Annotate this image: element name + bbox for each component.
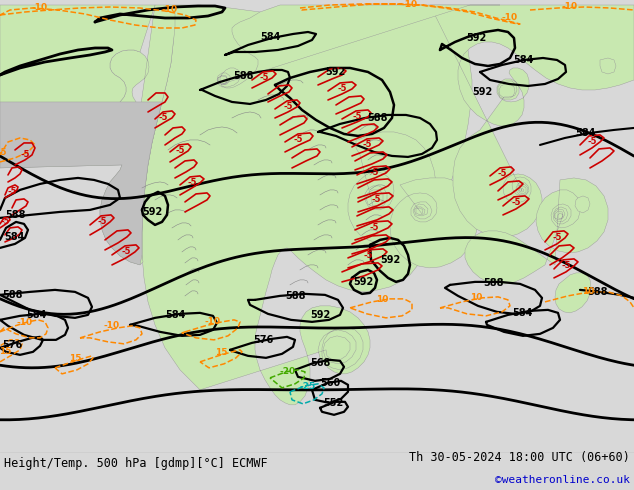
Text: 576: 576: [2, 340, 22, 350]
Text: -10: -10: [162, 5, 178, 15]
Text: 15: 15: [0, 347, 11, 356]
Polygon shape: [575, 196, 590, 213]
Text: 592: 592: [380, 255, 400, 265]
Polygon shape: [0, 102, 162, 265]
Text: ©weatheronline.co.uk: ©weatheronline.co.uk: [495, 475, 630, 485]
Text: -5: -5: [511, 198, 521, 207]
Text: 592: 592: [472, 87, 492, 97]
Text: -10: -10: [104, 321, 120, 330]
Text: 584: 584: [512, 308, 532, 318]
Text: -5: -5: [497, 170, 507, 178]
Text: -5: -5: [362, 141, 372, 149]
Text: 588: 588: [285, 291, 305, 301]
Text: -5: -5: [372, 196, 381, 204]
Text: -5: -5: [0, 218, 10, 226]
Text: 584: 584: [4, 232, 24, 242]
Text: -25: -25: [300, 382, 316, 392]
Text: 588: 588: [482, 278, 503, 288]
Text: -5: -5: [363, 251, 373, 260]
Text: 552: 552: [323, 398, 343, 408]
Text: -5: -5: [552, 233, 562, 243]
Polygon shape: [142, 5, 472, 405]
Text: 592: 592: [466, 33, 486, 43]
Text: 15: 15: [215, 348, 227, 357]
Text: -5: -5: [259, 74, 269, 82]
Text: 15: 15: [68, 354, 81, 364]
Text: -5: -5: [0, 148, 7, 157]
Text: -5: -5: [294, 135, 303, 145]
Polygon shape: [100, 5, 175, 265]
Text: -20: -20: [280, 368, 296, 376]
Text: 588: 588: [234, 71, 254, 81]
Text: 588: 588: [366, 113, 387, 123]
Text: 568: 568: [310, 358, 330, 368]
Text: -10: -10: [402, 0, 418, 9]
Polygon shape: [348, 132, 436, 244]
Polygon shape: [0, 5, 155, 168]
Text: 592: 592: [142, 207, 162, 217]
Text: 588: 588: [5, 210, 25, 220]
Text: -5: -5: [369, 223, 378, 232]
Text: -10: -10: [502, 14, 518, 23]
Text: -5: -5: [121, 247, 131, 256]
Text: -5: -5: [20, 150, 30, 159]
Polygon shape: [430, 5, 634, 237]
Text: 10: 10: [376, 295, 388, 304]
Polygon shape: [217, 5, 500, 88]
Polygon shape: [465, 178, 608, 284]
Text: Th 30-05-2024 18:00 UTC (06+60): Th 30-05-2024 18:00 UTC (06+60): [409, 451, 630, 465]
Text: 592: 592: [325, 67, 345, 77]
Text: 584: 584: [26, 310, 46, 320]
Text: -5: -5: [561, 261, 571, 270]
Text: -10: -10: [205, 318, 221, 326]
Text: 10: 10: [470, 294, 482, 302]
Text: -5: -5: [175, 147, 184, 155]
Text: -5: -5: [353, 112, 362, 122]
Text: -10: -10: [32, 3, 48, 13]
Text: -5: -5: [7, 187, 16, 196]
Text: -5: -5: [187, 178, 197, 188]
Text: -5: -5: [587, 137, 597, 147]
Text: 584: 584: [165, 310, 185, 320]
Text: -10: -10: [562, 2, 578, 11]
Text: Height/Temp. 500 hPa [gdmp][°C] ECMWF: Height/Temp. 500 hPa [gdmp][°C] ECMWF: [4, 457, 268, 470]
Text: -5: -5: [158, 114, 168, 122]
Text: -5: -5: [97, 218, 107, 226]
Text: 584: 584: [260, 32, 280, 42]
Text: 584: 584: [575, 128, 595, 138]
Text: 592: 592: [353, 277, 373, 287]
Text: -10: -10: [17, 318, 33, 327]
Polygon shape: [555, 273, 591, 313]
Text: 10: 10: [582, 287, 594, 296]
Polygon shape: [600, 58, 616, 74]
Text: 584: 584: [513, 55, 533, 65]
Text: 576: 576: [253, 335, 273, 345]
Text: 592: 592: [310, 310, 330, 320]
Text: -5: -5: [283, 102, 293, 111]
Text: 588: 588: [588, 287, 608, 297]
Text: 588: 588: [2, 290, 22, 300]
Text: 560: 560: [320, 378, 340, 388]
Text: -5: -5: [369, 169, 378, 177]
Polygon shape: [390, 178, 478, 268]
Text: -5: -5: [337, 84, 347, 94]
